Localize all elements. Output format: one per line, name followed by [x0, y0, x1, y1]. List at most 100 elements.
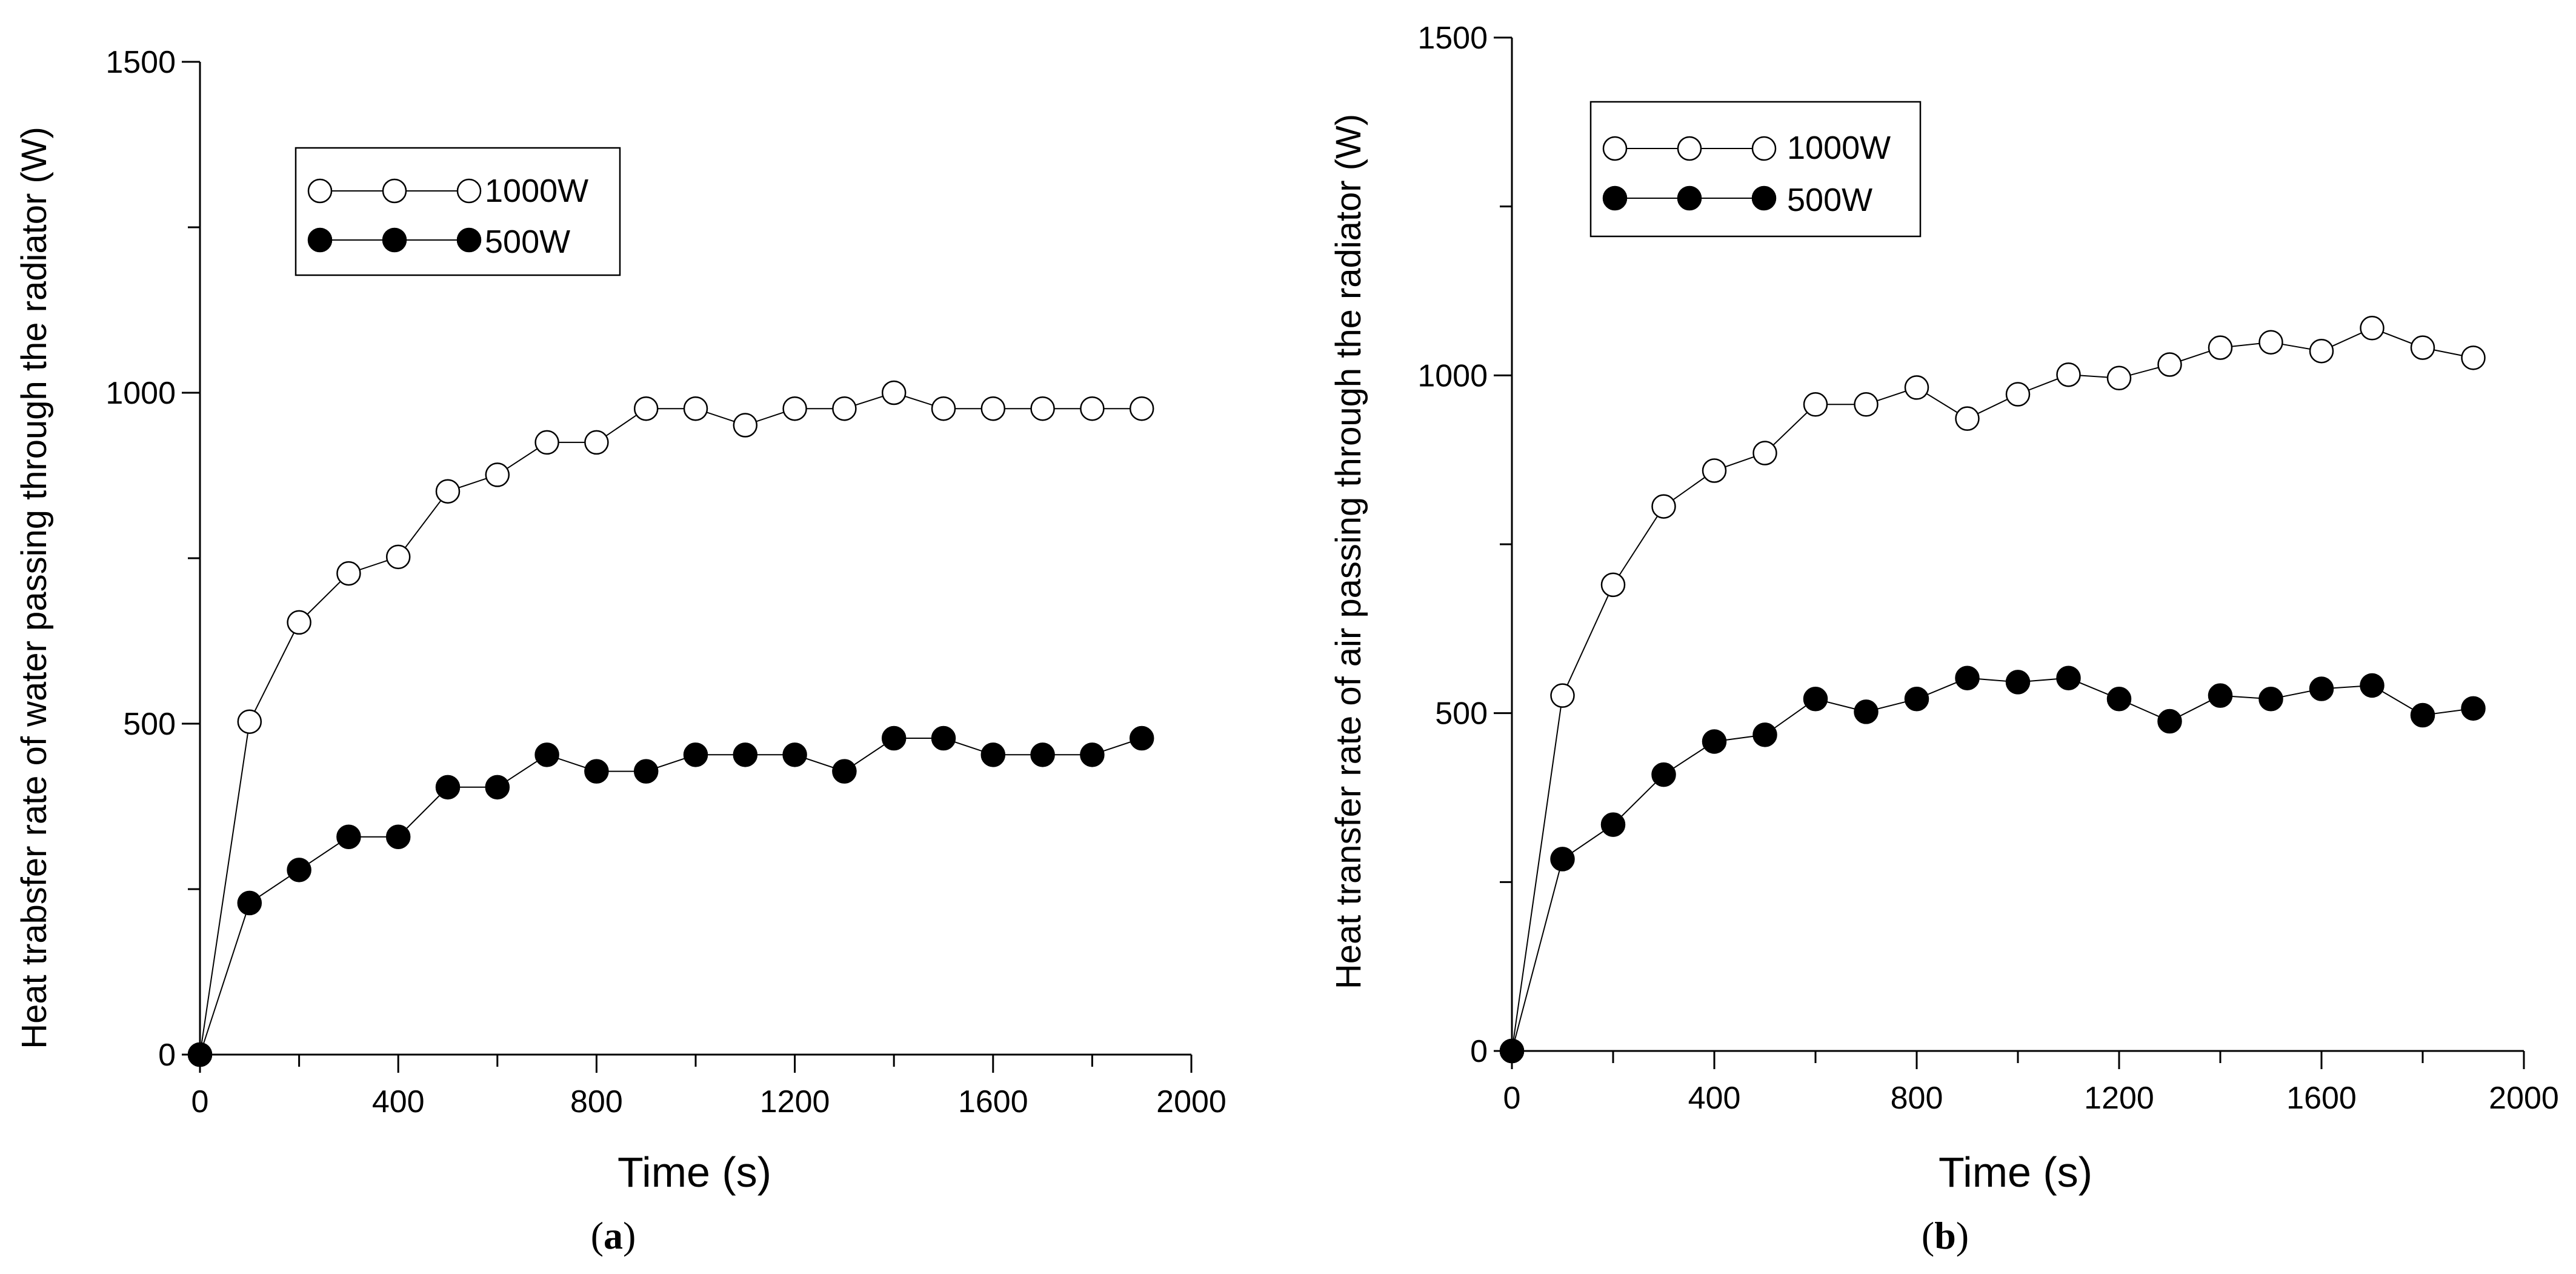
x-tick-label: 800 [1891, 1081, 1943, 1116]
data-point-500w [385, 824, 411, 849]
data-point-1000w [2360, 316, 2385, 341]
data-point-1000w [1803, 392, 1828, 417]
data-point-1000w [1080, 396, 1105, 421]
x-tick-label: 400 [1688, 1081, 1741, 1116]
x-tick-label: 400 [372, 1084, 425, 1119]
data-point-1000w [584, 430, 609, 455]
data-point-500w [2106, 687, 2132, 712]
data-point-500w [336, 824, 361, 849]
data-point-1000w [2461, 345, 2486, 370]
legend-marker-500w [1751, 185, 1777, 211]
data-point-500w [287, 858, 311, 882]
data-point-1000w [633, 396, 659, 421]
data-point-500w [2056, 665, 2081, 690]
data-point-500w [2461, 696, 2486, 721]
y-axis-title: Heat transfer rate of air passing throug… [1329, 114, 1368, 989]
panel-label-b: (b) [1922, 1214, 1969, 1257]
x-tick-label: 2000 [2489, 1081, 2559, 1116]
x-axis-title: Time (s) [617, 1149, 771, 1196]
data-point-1000w [683, 396, 708, 421]
legend-marker-500w [307, 227, 333, 253]
data-point-500w [2157, 709, 2182, 734]
data-point-1000w [931, 396, 956, 421]
data-point-500w [2258, 687, 2283, 712]
data-point-1000w [881, 380, 907, 405]
data-point-500w [1129, 725, 1154, 751]
data-point-500w [1080, 742, 1105, 767]
data-point-500w [1752, 722, 1777, 747]
y-tick-label: 500 [123, 707, 176, 742]
data-point-1000w [287, 610, 311, 635]
data-point-1000w [980, 396, 1006, 421]
legend-label-500w: 500W [485, 224, 570, 260]
data-point-1000w [485, 462, 510, 487]
chart-panel-a: 0 400 800 1200 1600 2000 0 500 1000 1500 1000W 50… [15, 45, 1226, 1257]
panel-label-b-letter: b [1934, 1214, 1956, 1257]
data-point-500w [485, 775, 510, 800]
data-point-1000w [385, 544, 411, 570]
legend-marker-1000w [1677, 136, 1702, 161]
data-point-500w [683, 742, 708, 767]
data-point-1000w [1651, 494, 1676, 519]
data-point-1000w [435, 479, 461, 504]
data-point-1000w [782, 396, 807, 421]
data-point-1000w [832, 396, 857, 421]
data-point-500w [2005, 670, 2031, 695]
data-point-1000w [1752, 441, 1777, 465]
data-point-500w [2309, 676, 2334, 701]
data-point-500w [1702, 729, 1727, 754]
data-point-1000w [2157, 352, 2182, 377]
data-point-500w [584, 759, 609, 784]
data-point-1000w [2056, 362, 2081, 387]
data-point-500w [2208, 683, 2233, 708]
legend-b: 1000W 500W [1589, 101, 1922, 238]
data-point-500w [435, 775, 461, 800]
data-point-500w [2360, 673, 2385, 698]
data-point-500w [881, 725, 907, 751]
x-tick-label: 1200 [760, 1084, 830, 1119]
x-tick-label: 800 [570, 1084, 623, 1119]
data-point-500w [1030, 742, 1055, 767]
data-point-1000w [2258, 330, 2283, 355]
data-point-1000w [1854, 392, 1879, 417]
legend-marker-1000w [382, 178, 407, 204]
legend-a: 1000W 500W [295, 147, 621, 276]
y-tick-label: 1500 [105, 45, 176, 80]
data-point-500w [832, 759, 857, 784]
data-point-1000w [2410, 335, 2435, 360]
data-point-500w [733, 742, 758, 767]
legend-label-1000w: 1000W [1787, 130, 1891, 166]
data-point-500w [534, 742, 559, 767]
panel-label-a-letter: a [604, 1214, 623, 1257]
legend-marker-1000w [1602, 136, 1628, 161]
y-tick-label: 1000 [1417, 358, 1488, 393]
legend-label-500w: 500W [1787, 182, 1872, 218]
legend-marker-500w [382, 227, 407, 253]
data-point-1000w [1550, 683, 1575, 708]
x-tick-label: 2000 [1156, 1084, 1226, 1119]
data-point-500w [980, 742, 1006, 767]
x-tick-label: 0 [191, 1084, 209, 1119]
data-point-500w [1955, 665, 1980, 690]
data-point-500w [1904, 687, 1929, 712]
x-tick-label: 1200 [2084, 1081, 2154, 1116]
x-tick-label: 1600 [958, 1084, 1028, 1119]
data-point-1000w [1030, 396, 1055, 421]
y-tick-label: 1500 [1417, 21, 1488, 56]
data-point-500w [1803, 687, 1828, 712]
data-point-500w [1854, 699, 1879, 724]
y-tick-label: 0 [1470, 1034, 1488, 1069]
data-point-1000w [2005, 382, 2031, 407]
x-tick-label: 0 [1503, 1081, 1521, 1116]
y-axis-title: Heat trabsfer rate of water passing thro… [15, 127, 54, 1049]
data-point-500w [1600, 812, 1626, 837]
data-point-1000w [2309, 338, 2334, 364]
legend-marker-1000w [1751, 136, 1777, 161]
y-tick-label: 0 [158, 1038, 176, 1073]
data-point-1000w [1129, 396, 1154, 421]
data-point-1000w [2208, 335, 2233, 360]
data-point-500w [237, 890, 262, 916]
data-point-1000w [2106, 365, 2132, 391]
data-point-1000w [237, 709, 262, 734]
